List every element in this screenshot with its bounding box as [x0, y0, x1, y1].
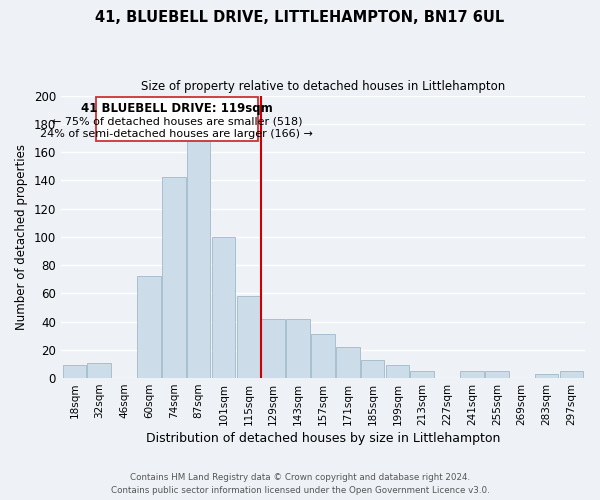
- Bar: [212, 237, 235, 378]
- Bar: [187, 141, 211, 378]
- Bar: [535, 374, 558, 378]
- Bar: [262, 318, 285, 378]
- Y-axis label: Number of detached properties: Number of detached properties: [15, 144, 28, 330]
- Bar: [311, 334, 335, 378]
- Bar: [460, 371, 484, 378]
- Text: ← 75% of detached houses are smaller (518): ← 75% of detached houses are smaller (51…: [52, 116, 302, 126]
- Text: 41 BLUEBELL DRIVE: 119sqm: 41 BLUEBELL DRIVE: 119sqm: [81, 102, 273, 115]
- FancyBboxPatch shape: [95, 97, 259, 141]
- Bar: [361, 360, 385, 378]
- X-axis label: Distribution of detached houses by size in Littlehampton: Distribution of detached houses by size …: [146, 432, 500, 445]
- Bar: [560, 371, 583, 378]
- Text: 41, BLUEBELL DRIVE, LITTLEHAMPTON, BN17 6UL: 41, BLUEBELL DRIVE, LITTLEHAMPTON, BN17 …: [95, 10, 505, 25]
- Bar: [286, 318, 310, 378]
- Title: Size of property relative to detached houses in Littlehampton: Size of property relative to detached ho…: [141, 80, 505, 93]
- Bar: [137, 276, 161, 378]
- Bar: [386, 366, 409, 378]
- Bar: [88, 362, 111, 378]
- Bar: [236, 296, 260, 378]
- Bar: [485, 371, 509, 378]
- Bar: [162, 178, 185, 378]
- Bar: [410, 371, 434, 378]
- Bar: [62, 366, 86, 378]
- Text: 24% of semi-detached houses are larger (166) →: 24% of semi-detached houses are larger (…: [40, 130, 313, 140]
- Bar: [336, 347, 359, 378]
- Text: Contains HM Land Registry data © Crown copyright and database right 2024.
Contai: Contains HM Land Registry data © Crown c…: [110, 473, 490, 495]
